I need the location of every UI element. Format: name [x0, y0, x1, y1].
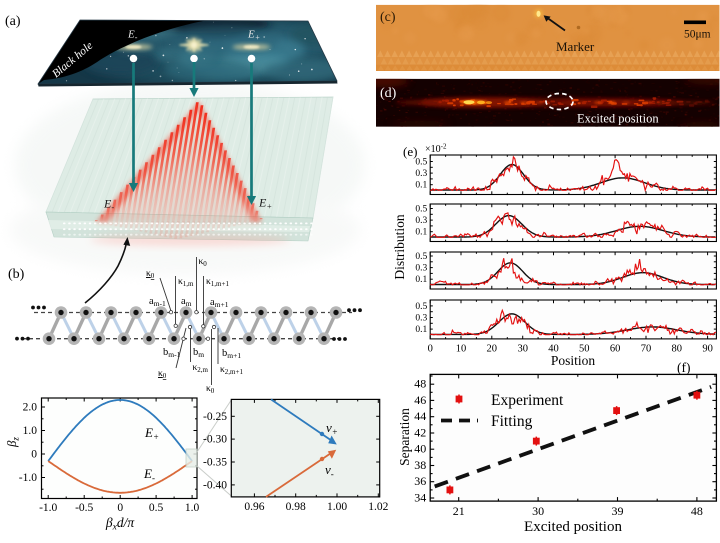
svg-text:0.98: 0.98: [286, 501, 306, 513]
svg-text:21: 21: [453, 504, 465, 518]
svg-text:-1.0: -1.0: [39, 502, 57, 514]
svg-text:50μm: 50μm: [684, 29, 711, 41]
svg-text:-0.25: -0.25: [203, 411, 227, 423]
svg-text:44: 44: [414, 409, 426, 423]
svg-text:80: 80: [672, 344, 683, 355]
svg-text:(b): (b): [8, 267, 25, 282]
svg-text:0.3: 0.3: [415, 314, 427, 324]
svg-text:0.5: 0.5: [415, 302, 427, 312]
svg-text:48: 48: [414, 377, 426, 391]
svg-text:(f): (f): [677, 360, 691, 375]
svg-text:0.1: 0.1: [415, 275, 427, 285]
svg-text:Fitting: Fitting: [491, 413, 533, 430]
svg-text:34: 34: [414, 491, 426, 505]
svg-text:Excited position: Excited position: [577, 112, 659, 126]
svg-text:0.96: 0.96: [244, 501, 264, 513]
svg-text:30: 30: [532, 504, 544, 518]
svg-text:Separation: Separation: [397, 408, 412, 466]
svg-text:(a): (a): [5, 14, 21, 29]
svg-text:0.3: 0.3: [415, 216, 427, 226]
svg-text:0.5: 0.5: [415, 252, 427, 262]
svg-text:0.5: 0.5: [149, 502, 164, 514]
svg-text:60: 60: [610, 344, 621, 355]
svg-text:0.3: 0.3: [415, 264, 427, 274]
svg-text:46: 46: [414, 393, 426, 407]
svg-text:0.3: 0.3: [415, 169, 427, 179]
svg-text:90: 90: [702, 344, 713, 355]
svg-text:1.0: 1.0: [185, 502, 200, 514]
svg-text:Position: Position: [551, 353, 596, 368]
svg-text:-0.5: -0.5: [75, 502, 93, 514]
svg-text:-0.30: -0.30: [203, 434, 227, 446]
svg-text:2.0: 2.0: [23, 402, 38, 414]
svg-text:0.1: 0.1: [415, 228, 427, 238]
svg-text:39: 39: [612, 504, 624, 518]
svg-text:(c): (c): [380, 10, 396, 25]
svg-text:0: 0: [31, 449, 37, 461]
svg-text:48: 48: [691, 504, 703, 518]
svg-text:0.1: 0.1: [415, 325, 427, 335]
svg-text:40: 40: [414, 442, 426, 456]
svg-text:0.1: 0.1: [415, 181, 427, 191]
svg-text:36: 36: [414, 474, 426, 488]
svg-text:38: 38: [414, 458, 426, 472]
svg-text:Distribution: Distribution: [392, 214, 407, 280]
svg-text:-0.35: -0.35: [203, 457, 227, 469]
svg-text:30: 30: [517, 344, 528, 355]
svg-text:0.5: 0.5: [415, 158, 427, 168]
svg-text:βxd/π: βxd/π: [105, 515, 135, 533]
svg-text:20: 20: [487, 344, 498, 355]
svg-text:1.00: 1.00: [327, 501, 347, 513]
svg-text:42: 42: [414, 426, 426, 440]
svg-text:10: 10: [456, 344, 467, 355]
svg-text:Excited position: Excited position: [524, 519, 622, 535]
svg-text:0: 0: [428, 344, 433, 355]
svg-text:(d): (d): [380, 86, 397, 101]
svg-text:-1.0: -1.0: [19, 472, 37, 484]
svg-text:70: 70: [641, 344, 652, 355]
svg-text:1.0: 1.0: [23, 425, 38, 437]
svg-text:1.02: 1.02: [368, 501, 388, 513]
svg-text:0: 0: [117, 502, 123, 514]
svg-text:Marker: Marker: [556, 39, 595, 54]
svg-text:0.5: 0.5: [415, 205, 427, 215]
svg-text:-0.40: -0.40: [203, 479, 227, 491]
svg-text:Experiment: Experiment: [491, 392, 564, 409]
